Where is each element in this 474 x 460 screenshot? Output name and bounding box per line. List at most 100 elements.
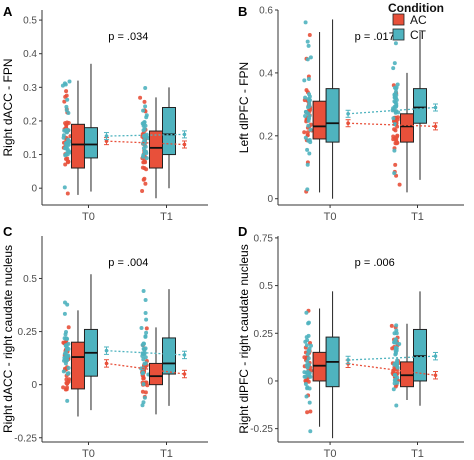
- y-axis-label: Right dACC - FPN: [1, 58, 15, 156]
- data-point: [392, 171, 397, 176]
- data-point: [394, 340, 399, 345]
- box-ac: [70, 123, 85, 169]
- data-point: [139, 326, 144, 330]
- data-point: [141, 370, 146, 375]
- mean-connector-ac: [347, 363, 436, 376]
- data-point: [143, 361, 148, 366]
- data-point: [393, 110, 398, 115]
- box-ct: [325, 88, 340, 143]
- data-point: [63, 94, 68, 99]
- data-point: [141, 376, 146, 381]
- data-point: [305, 359, 310, 364]
- data-point: [307, 33, 312, 37]
- legend-swatch-ct: [392, 28, 405, 41]
- data-point: [144, 156, 149, 161]
- data-point: [141, 146, 146, 151]
- data-point: [394, 403, 399, 408]
- y-tick-label: 0.6: [259, 6, 273, 17]
- data-point: [391, 137, 396, 142]
- data-point: [394, 85, 399, 90]
- data-point: [65, 371, 70, 376]
- mean-point: [346, 111, 350, 116]
- box-ct: [83, 127, 98, 159]
- data-point: [303, 114, 308, 118]
- mean-point: [182, 132, 187, 137]
- data-point: [61, 385, 66, 390]
- data-point: [307, 362, 311, 367]
- data-point: [305, 369, 310, 374]
- mean-point: [433, 124, 438, 129]
- data-point: [138, 95, 143, 100]
- data-point: [144, 317, 149, 322]
- mean-point: [182, 372, 187, 376]
- y-tick-label: 0.4: [259, 68, 273, 79]
- mean-connector-ac: [348, 122, 436, 128]
- data-point: [66, 325, 71, 330]
- mean-point: [104, 139, 109, 143]
- data-point: [394, 93, 399, 98]
- data-point: [142, 127, 147, 132]
- data-point: [65, 97, 70, 102]
- data-point: [64, 157, 68, 161]
- panel-b: B 0 0.2 0.4 0.6 Left dlPFC - FPN T0 T1 p = .017: [237, 4, 464, 223]
- legend: Condition AC CT: [388, 1, 444, 42]
- data-point: [304, 343, 309, 348]
- box-ct: [413, 88, 427, 124]
- panel-letter: B: [238, 4, 247, 19]
- data-point: [395, 380, 400, 385]
- box-ct: [162, 107, 176, 156]
- data-point: [308, 140, 313, 145]
- box-ac: [400, 361, 414, 388]
- data-point: [302, 78, 307, 83]
- x-tick-label: T0: [324, 211, 337, 223]
- data-point: [143, 104, 148, 109]
- mean-connector-ct: [106, 133, 185, 137]
- data-point: [397, 342, 402, 346]
- data-point: [141, 382, 146, 387]
- data-point: [303, 339, 308, 344]
- data-point: [144, 151, 149, 156]
- mean-point: [104, 348, 109, 353]
- data-point: [64, 143, 69, 148]
- x-tick-label: T1: [160, 211, 173, 223]
- y-tick-label: 0: [31, 380, 37, 391]
- data-point: [393, 162, 398, 167]
- data-point: [302, 130, 307, 135]
- mean-connector-ct: [106, 350, 185, 356]
- data-point: [395, 134, 399, 139]
- data-point: [62, 311, 67, 316]
- data-point: [144, 167, 149, 172]
- data-point: [61, 135, 66, 140]
- y-tick-label: 0: [267, 194, 273, 205]
- y-tick-label: 0.2: [259, 131, 273, 142]
- y-tick-label: 0: [267, 376, 273, 387]
- data-point: [142, 99, 147, 104]
- data-point: [143, 86, 148, 90]
- y-tick-label: -0.25: [250, 424, 273, 435]
- data-point: [308, 409, 313, 414]
- data-point: [302, 374, 307, 379]
- data-point: [308, 55, 313, 60]
- data-point: [63, 153, 68, 158]
- data-point: [303, 20, 308, 25]
- box-ac: [400, 113, 414, 143]
- y-axis-label: Left dlPFC - FPN: [237, 62, 251, 153]
- data-point: [66, 366, 71, 370]
- box-ct: [413, 328, 427, 382]
- data-point: [306, 320, 311, 325]
- data-point: [65, 398, 70, 403]
- data-point: [307, 104, 312, 108]
- y-tick-label: 0.1: [23, 150, 37, 161]
- box-ct: [162, 337, 176, 375]
- data-point: [305, 39, 310, 44]
- data-point: [395, 365, 400, 370]
- data-point: [305, 385, 310, 390]
- data-point: [143, 311, 148, 315]
- y-tick-label: 0.5: [23, 274, 37, 285]
- p-value-label: p = .006: [355, 257, 395, 269]
- data-point: [304, 394, 309, 399]
- data-point: [142, 176, 147, 181]
- box-ac: [149, 362, 163, 386]
- data-point: [63, 361, 68, 366]
